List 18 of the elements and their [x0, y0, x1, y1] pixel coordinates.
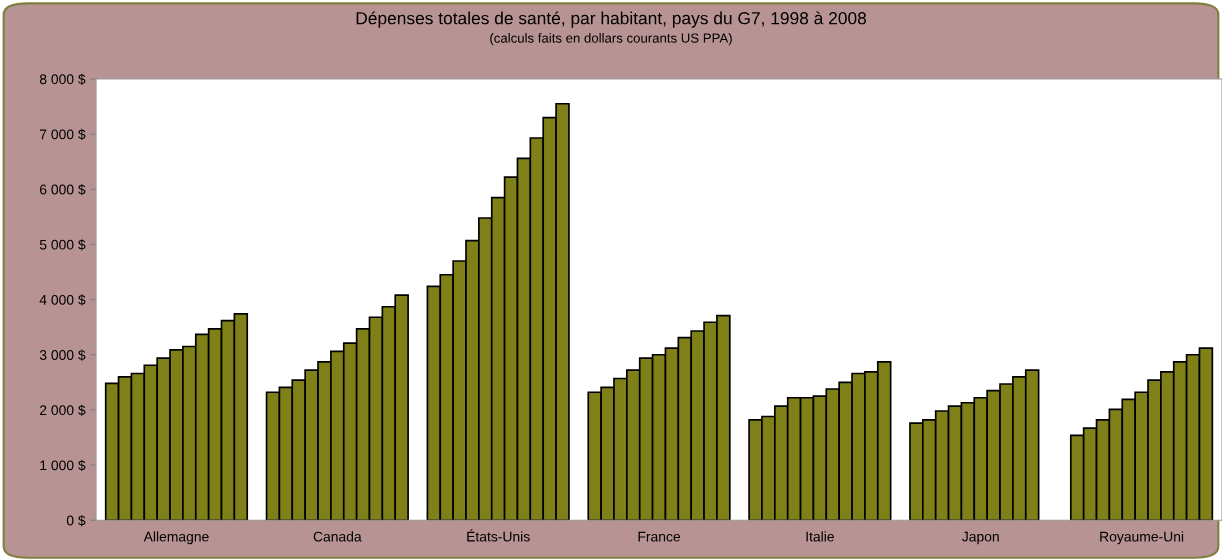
x-tick-label: Japon: [962, 531, 999, 545]
y-tick-label: 8 000 $: [39, 73, 86, 85]
y-tick-label: 0 $: [66, 514, 86, 527]
y-tick-label: 4 000 $: [39, 294, 86, 306]
y-tick-label: 6 000 $: [40, 184, 86, 196]
chart-title: Dépenses totales de santé, par habitant, pays du G7, 1998 à 2008: [356, 11, 867, 28]
y-tick-label: 7 000 $: [40, 128, 86, 141]
x-tick-label: Allemagne: [143, 531, 209, 545]
y-tick-label: 1 000 $: [40, 459, 86, 472]
x-tick-label: États-Unis: [467, 529, 530, 542]
x-tick-label: Royaume-Uni: [1100, 531, 1184, 545]
x-tick-label: Italie: [806, 531, 834, 542]
y-tick-label: 3 000 $: [39, 349, 86, 361]
y-tick-label: 2 000 $: [40, 404, 86, 416]
x-tick-label: Canada: [313, 531, 362, 542]
y-tick-label: 5 000 $: [39, 239, 86, 251]
x-tick-label: France: [638, 531, 681, 542]
chart-subtitle: (calculs faits en dollars courants US PPA): [490, 33, 732, 46]
